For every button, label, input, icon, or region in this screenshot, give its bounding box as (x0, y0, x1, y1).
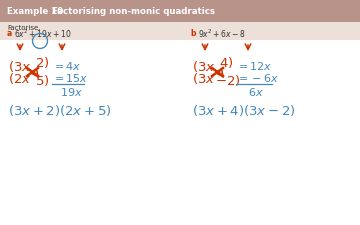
Text: $= 4x$: $= 4x$ (52, 60, 81, 72)
Text: $= 12x$: $= 12x$ (236, 60, 273, 72)
Text: $= 15x$: $= 15x$ (52, 72, 89, 84)
Text: $(3x$: $(3x$ (192, 70, 216, 86)
Text: $6x$: $6x$ (248, 86, 264, 98)
Text: $(3x$: $(3x$ (8, 58, 32, 74)
Text: $-2)$: $-2)$ (215, 74, 240, 88)
Text: $(3x+2)(2x+5)$: $(3x+2)(2x+5)$ (8, 103, 112, 117)
Text: $9x^2 + 6x - 8$: $9x^2 + 6x - 8$ (198, 28, 246, 40)
Text: $2)$: $2)$ (35, 56, 49, 70)
Text: $(3x+4)(3x-2)$: $(3x+4)(3x-2)$ (192, 103, 296, 117)
Text: $(3x$: $(3x$ (192, 58, 216, 74)
Text: $4)$: $4)$ (219, 56, 233, 70)
Text: Factorise.: Factorise. (7, 25, 40, 31)
Bar (0, 22, 360, 40)
Text: a: a (7, 29, 12, 38)
Text: Factorising non-monic quadratics: Factorising non-monic quadratics (52, 7, 215, 16)
Text: b: b (190, 29, 195, 38)
Text: $(2x$: $(2x$ (8, 70, 32, 86)
Bar (0, 0, 360, 22)
Text: $19x$: $19x$ (60, 86, 83, 98)
Text: $6x^2 + 19x + 10$: $6x^2 + 19x + 10$ (14, 28, 72, 40)
Text: $= -6x$: $= -6x$ (236, 72, 279, 84)
Text: Example 10: Example 10 (7, 7, 63, 16)
Text: $5)$: $5)$ (35, 74, 49, 88)
